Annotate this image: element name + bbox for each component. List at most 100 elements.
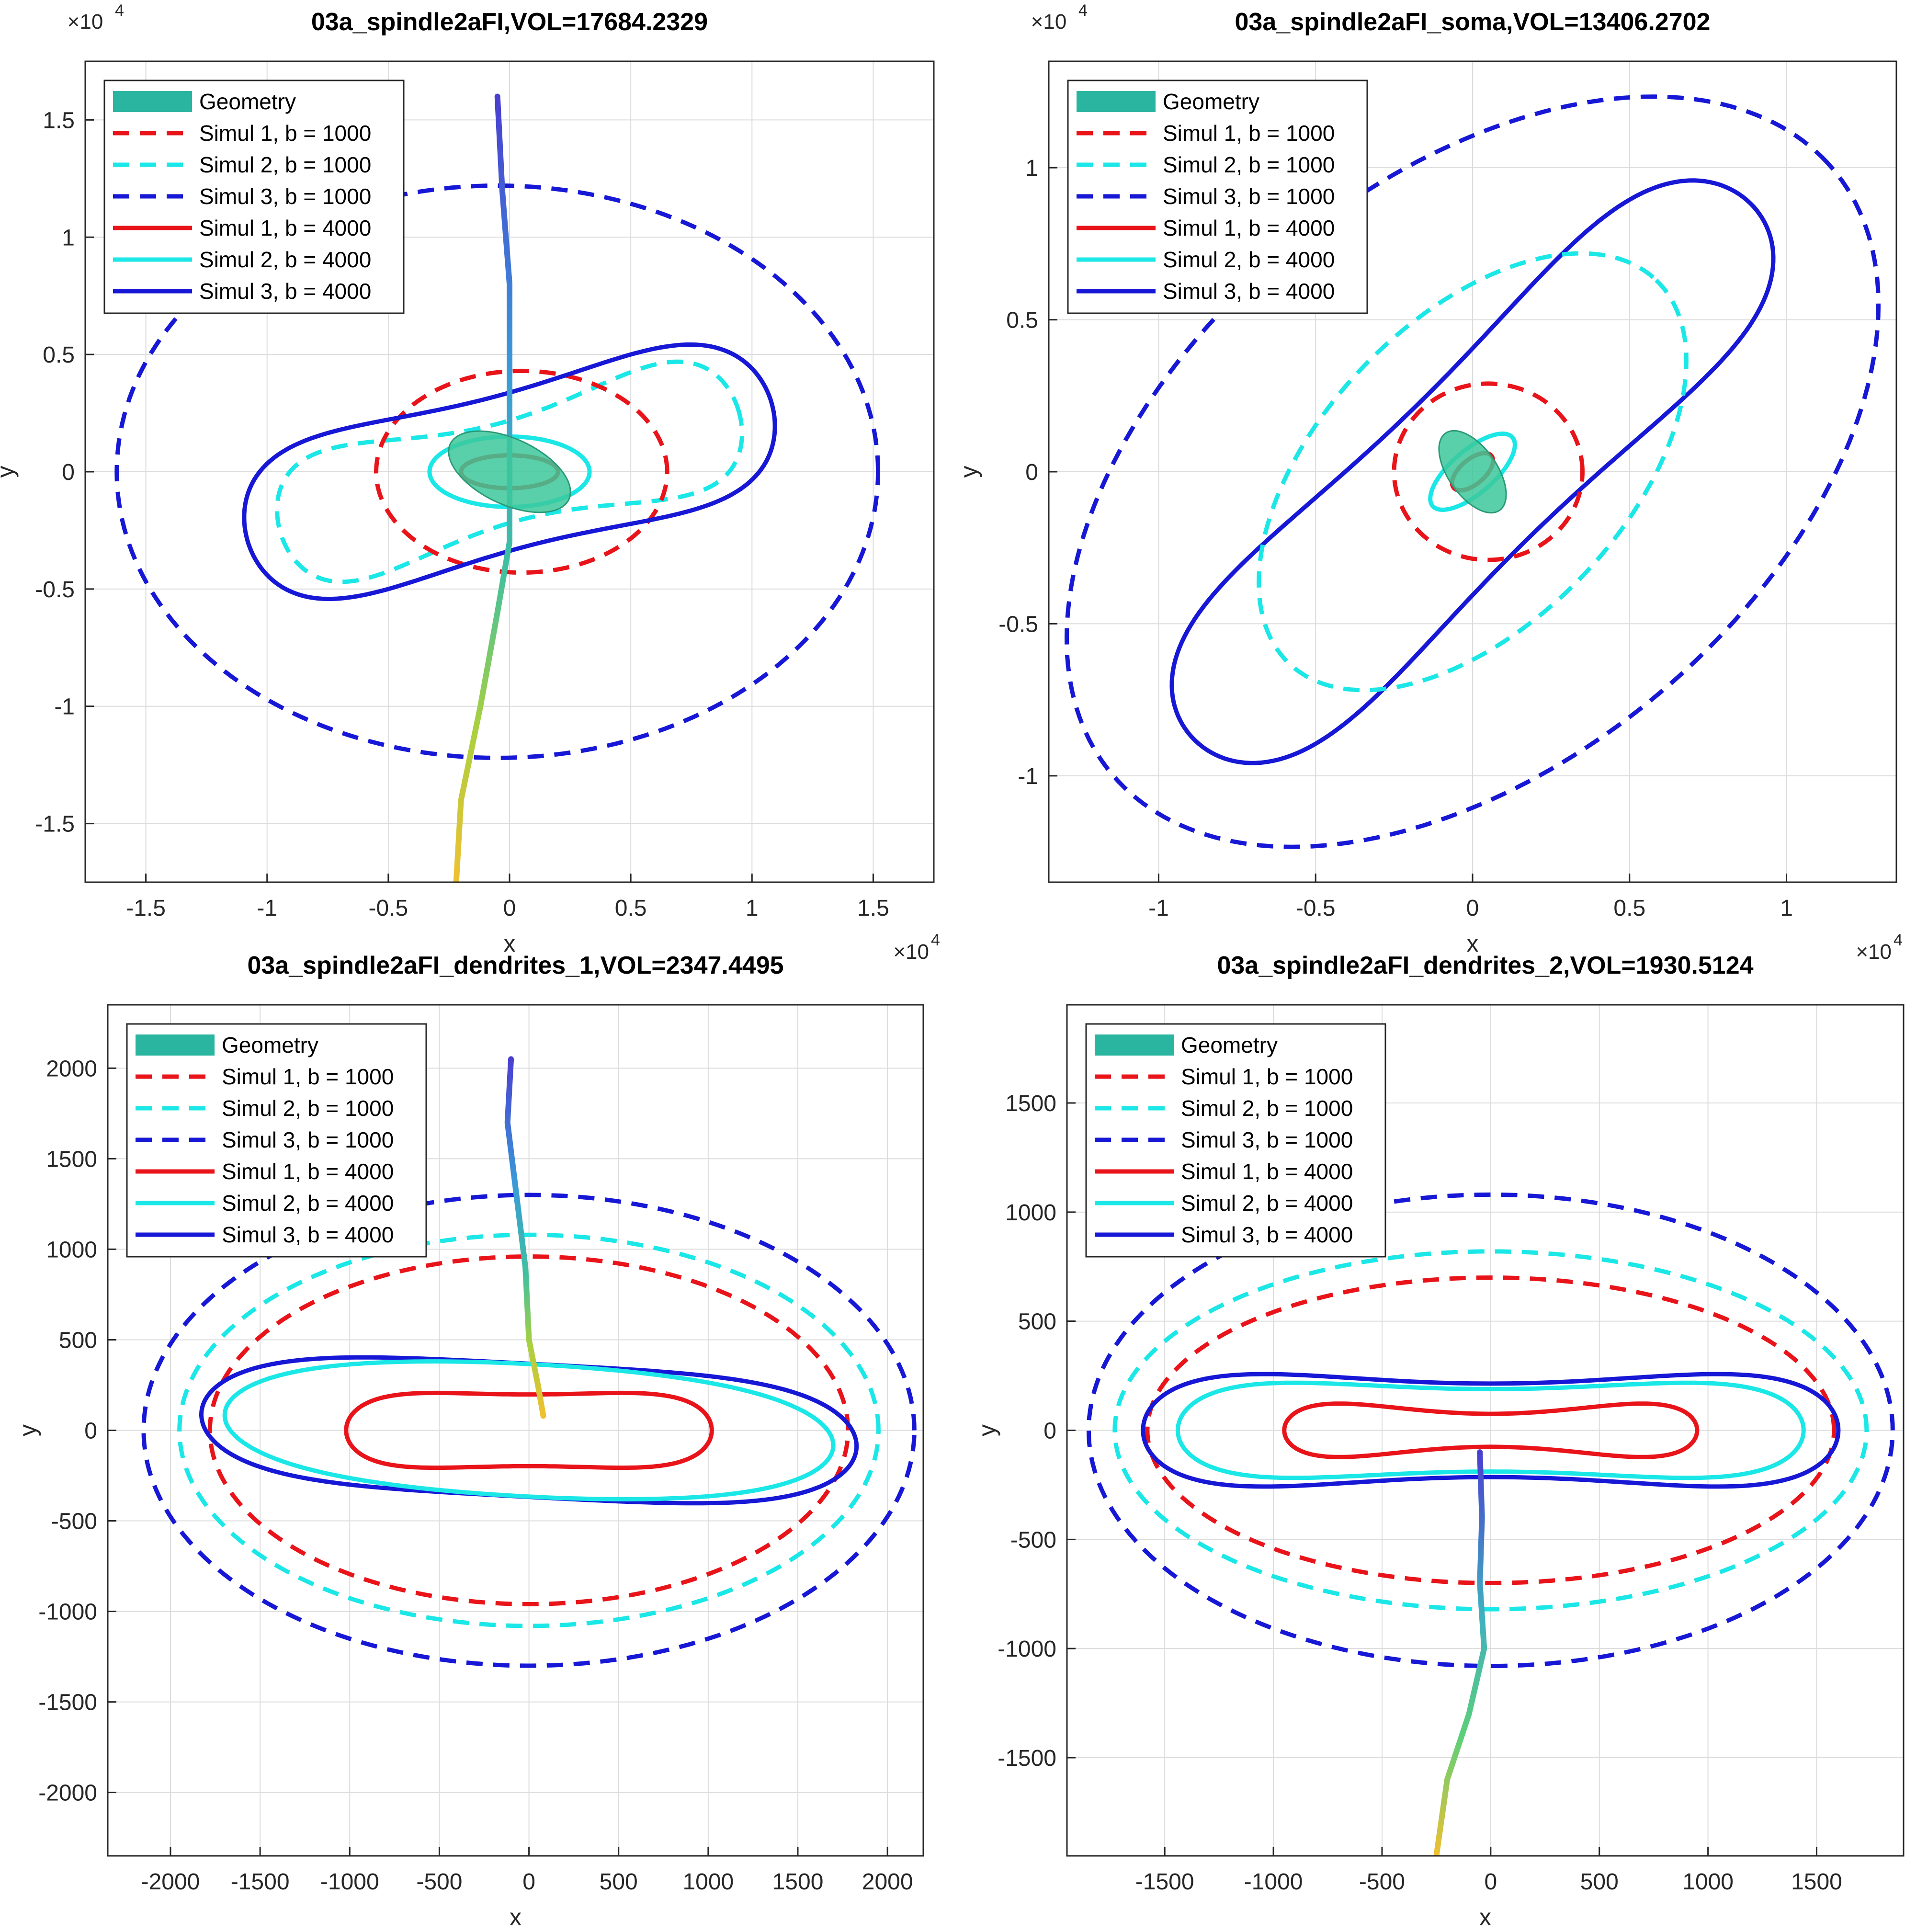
series-simul-3-b-1000 xyxy=(1065,94,1881,849)
x-tick-label: 1 xyxy=(746,896,759,921)
x-tick-label: -1500 xyxy=(231,1869,290,1895)
x-tick-label: -1000 xyxy=(1244,1869,1303,1895)
x-tick-label: 0.5 xyxy=(615,896,647,921)
series-group xyxy=(141,1056,917,1668)
legend-entry: Simul 1, b = 1000 xyxy=(222,1064,394,1089)
chart-title: 03a_spindle2aFI,VOL=17684.2329 xyxy=(311,8,708,36)
x-tick-label: 0 xyxy=(1484,1869,1497,1895)
chart-title: 03a_spindle2aFI_dendrites_1,VOL=2347.449… xyxy=(247,952,783,979)
y-tick-label: 1000 xyxy=(46,1237,97,1262)
x-tick-label: 0 xyxy=(522,1869,535,1895)
series-simul-3-b-1000 xyxy=(1086,1192,1895,1669)
series-simul-3-b-4000 xyxy=(1141,1372,1841,1489)
legend: Geometry Simul 1, b = 1000 Simul 2, b = 10… xyxy=(103,80,405,314)
neuron-trunk xyxy=(504,1056,546,1419)
y-exponent-power: 4 xyxy=(115,1,124,20)
series-simul-2-b-1000 xyxy=(275,359,744,584)
legend-entry: Simul 3, b = 1000 xyxy=(1181,1127,1353,1152)
legend-geometry-swatch xyxy=(136,1034,215,1056)
y-tick-label: 1500 xyxy=(1005,1091,1056,1116)
y-tick-label: 500 xyxy=(1018,1309,1056,1335)
y-tick-label: 2000 xyxy=(46,1056,97,1081)
series-simul-1-b-1000 xyxy=(374,368,669,575)
legend-entry: Simul 2, b = 4000 xyxy=(1163,247,1335,272)
y-tick-label: -1000 xyxy=(998,1637,1056,1662)
chart-3: -2000 -1500 -1000 -500 0 500 1000 1500 2000 -2000… xyxy=(14,952,924,1931)
y-tick-label: 0 xyxy=(1043,1419,1056,1444)
x-tick-label: 1500 xyxy=(1791,1869,1842,1895)
y-exponent-label: ×10 xyxy=(68,10,103,34)
legend-geometry-swatch xyxy=(113,91,192,112)
chart-4: -1500 -1000 -500 0 500 1000 1500 -1500 -1000 -500… xyxy=(974,952,1905,1931)
series-simul-2-b-1000 xyxy=(1112,1249,1869,1612)
series-simul-2-b-4000 xyxy=(1175,1380,1806,1480)
x-axis-label: x xyxy=(1479,1904,1491,1931)
x-tick-label: -500 xyxy=(416,1869,462,1895)
legend-entry: Simul 1, b = 4000 xyxy=(1181,1159,1353,1184)
legend-entry: Simul 2, b = 4000 xyxy=(1181,1191,1353,1216)
series-simul-2-b-4000 xyxy=(222,1359,836,1501)
series-group xyxy=(114,93,881,882)
legend-entry: Simul 3, b = 1000 xyxy=(1163,184,1335,209)
neuron-soma xyxy=(448,430,571,513)
x-tick-label: 1000 xyxy=(1682,1869,1734,1895)
series-simul-1-b-1000 xyxy=(1145,1275,1837,1585)
legend: Geometry Simul 1, b = 1000 Simul 2, b = 10… xyxy=(126,1023,427,1258)
x-tick-label: 0 xyxy=(503,896,516,921)
chart-1: -1.5 -1 -0.5 0 0.5 1 1.5 -1.5 -1 -0.5 0 0.5 1 1.5 x y ×1… xyxy=(0,1,940,964)
y-tick-label: 1 xyxy=(62,225,75,250)
x-exponent-power: 4 xyxy=(1894,931,1903,949)
x-axis-label: x xyxy=(1467,930,1479,957)
x-tick-label: -1 xyxy=(257,896,277,921)
x-axis-label: x xyxy=(504,930,516,957)
legend-entry: Simul 2, b = 1000 xyxy=(1181,1096,1353,1121)
y-tick-label: -1500 xyxy=(38,1690,97,1716)
legend-box xyxy=(1085,1023,1386,1258)
y-tick-label: -1 xyxy=(1018,764,1038,789)
chart-title: 03a_spindle2aFI_soma,VOL=13406.2702 xyxy=(1235,8,1711,36)
y-tick-label: 1500 xyxy=(46,1147,97,1172)
x-tick-label: -0.5 xyxy=(1296,896,1336,921)
x-tick-label: 2000 xyxy=(862,1869,913,1895)
series-group xyxy=(1086,1192,1895,1856)
legend-entry: Geometry xyxy=(1163,89,1259,114)
x-tick-label: -1500 xyxy=(1135,1869,1194,1895)
x-tick-label: 0 xyxy=(1466,896,1479,921)
series-simul-3-b-4000 xyxy=(242,342,777,601)
x-tick-label: 1 xyxy=(1780,896,1793,921)
neuron-soma xyxy=(1438,430,1507,514)
legend-entry: Geometry xyxy=(199,89,296,114)
y-tick-label: -1000 xyxy=(38,1600,97,1625)
legend-geometry-swatch xyxy=(1095,1034,1174,1056)
x-tick-label: 0.5 xyxy=(1613,896,1645,921)
legend-entry: Simul 1, b = 1000 xyxy=(1181,1064,1353,1089)
y-tick-label: 1000 xyxy=(1005,1200,1056,1226)
legend-entry: Simul 2, b = 4000 xyxy=(199,247,371,272)
x-tick-label: 500 xyxy=(600,1869,638,1895)
series-simul-2-b-1000 xyxy=(1257,251,1689,693)
y-tick-label: 500 xyxy=(59,1328,97,1353)
legend-entry: Simul 3, b = 1000 xyxy=(199,184,371,209)
legend-entry: Simul 3, b = 4000 xyxy=(199,279,371,304)
y-tick-label: -1.5 xyxy=(35,812,75,837)
y-axis-label: y xyxy=(0,466,19,478)
series-simul-3-b-1000 xyxy=(114,183,881,760)
x-tick-label: -500 xyxy=(1359,1869,1405,1895)
x-tick-label: -1 xyxy=(1148,896,1169,921)
legend-entry: Geometry xyxy=(222,1033,318,1057)
series-simul-3-b-4000 xyxy=(1169,178,1776,765)
legend-geometry-swatch xyxy=(1077,91,1156,112)
y-tick-label: -0.5 xyxy=(35,577,75,602)
y-tick-label: 0.5 xyxy=(1006,308,1038,333)
y-tick-label: 0 xyxy=(1025,460,1038,485)
series-simul-2-b-4000 xyxy=(1428,432,1517,512)
chart-title: 03a_spindle2aFI_dendrites_2,VOL=1930.512… xyxy=(1217,952,1753,979)
legend-entry: Simul 2, b = 1000 xyxy=(199,152,371,177)
legend-entry: Simul 3, b = 4000 xyxy=(1163,279,1335,304)
legend: Geometry Simul 1, b = 1000 Simul 2, b = 10… xyxy=(1085,1023,1386,1258)
legend: Geometry Simul 1, b = 1000 Simul 2, b = 10… xyxy=(1067,80,1368,314)
x-tick-label: -2000 xyxy=(141,1869,200,1895)
series-simul-1-b-4000 xyxy=(344,1390,714,1470)
legend-entry: Simul 3, b = 4000 xyxy=(1181,1222,1353,1247)
